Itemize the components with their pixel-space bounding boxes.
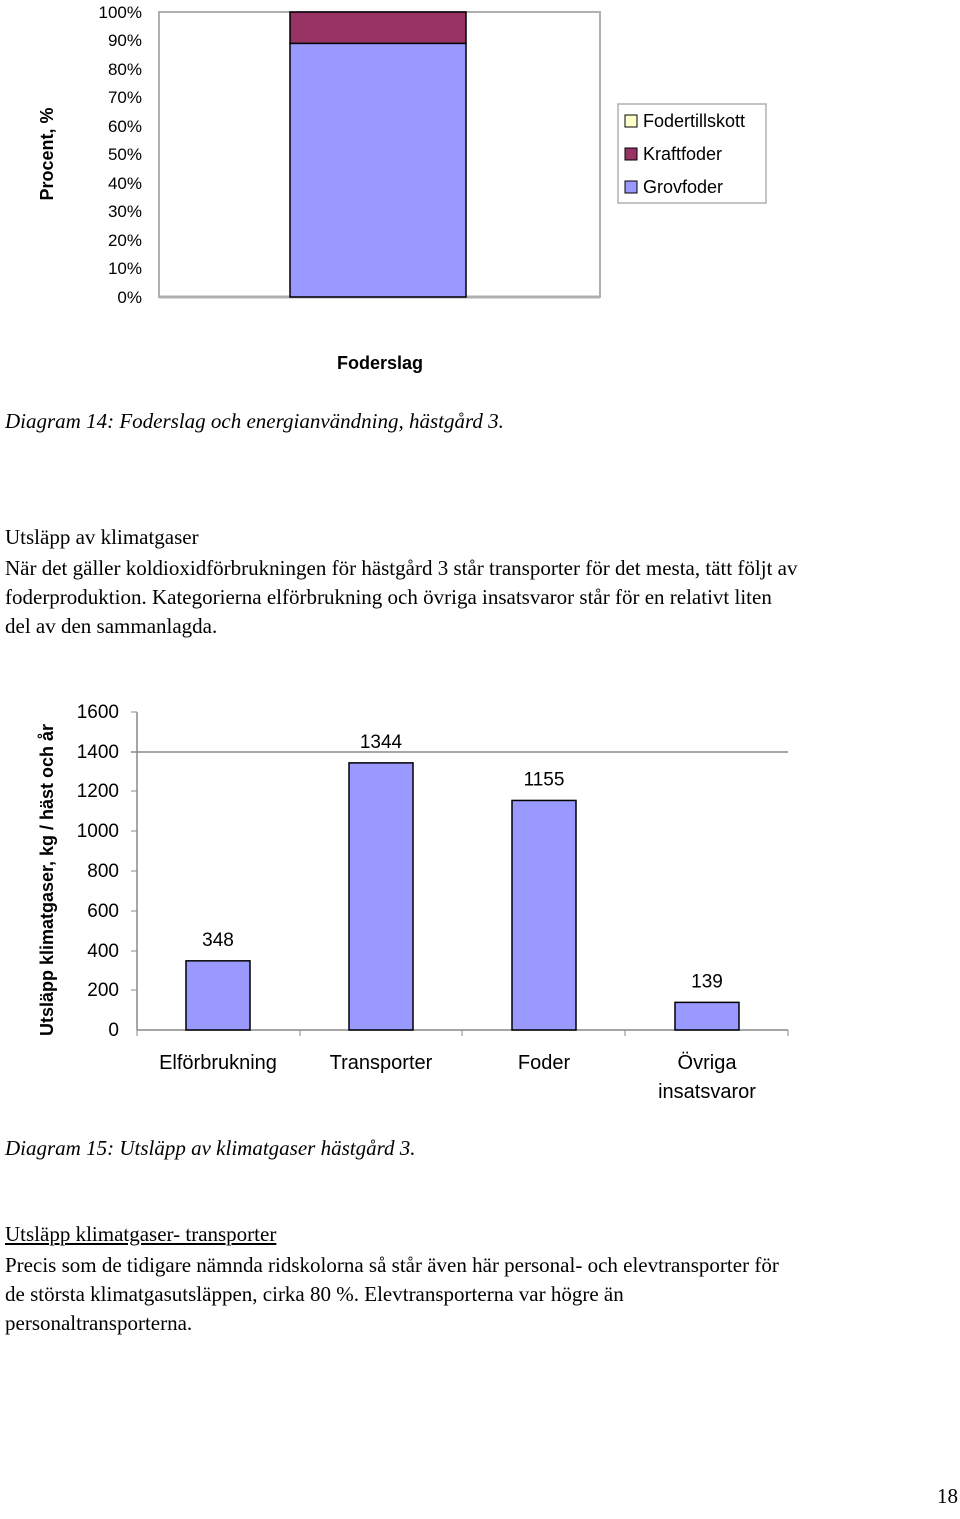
section-heading-climate-gases: Utsläpp av klimatgaser xyxy=(5,525,199,549)
ytick-label: 40% xyxy=(108,174,142,193)
ytick-label: 1400 xyxy=(77,742,119,763)
chart1-legend: Fodertillskott Kraftfoder Grovfoder xyxy=(617,103,767,204)
legend-swatch-fodertillskott xyxy=(624,114,638,128)
value-label: 1155 xyxy=(524,769,565,790)
chart1-bars xyxy=(289,11,467,298)
bar xyxy=(185,960,251,1031)
value-label: 1344 xyxy=(360,732,403,753)
ytick-label: 70% xyxy=(108,88,142,107)
chart2-yticks: 1600 1400 1200 1000 800 600 400 200 0 xyxy=(77,702,119,1041)
ytick-label: 50% xyxy=(108,145,142,164)
paragraph-line: del av den sammanlagda. xyxy=(5,614,218,638)
legend-label-fodertillskott: Fodertillskott xyxy=(643,111,745,131)
ytick-label: 60% xyxy=(108,117,142,136)
ytick-label: 80% xyxy=(108,60,142,79)
chart2-ylabel: Utsläpp klimatgaser, kg / häst och år xyxy=(37,724,57,1036)
value-label: 348 xyxy=(202,930,234,951)
section-heading-transport: Utsläpp klimatgaser- transporter xyxy=(5,1222,277,1246)
chart2-bars xyxy=(185,762,740,1031)
legend-box xyxy=(617,103,767,204)
category-label: insatsvaror xyxy=(658,1081,756,1103)
category-label: Transporter xyxy=(330,1052,433,1074)
chart2-value-labels: 348 1344 1155 139 xyxy=(202,732,723,992)
category-label: Övriga xyxy=(678,1052,738,1074)
ytick-label: 600 xyxy=(87,901,119,922)
chart-feed-type: Procent, % 100% 90% 80% 70% 60% 50% 40% … xyxy=(37,3,767,373)
legend-label-kraftfoder: Kraftfoder xyxy=(643,144,722,164)
paragraph-line: När det gäller koldioxidförbrukningen fö… xyxy=(5,556,798,580)
paragraph-line: foderproduktion. Kategorierna elförbrukn… xyxy=(5,585,772,609)
paragraph-line: Precis som de tidigare nämnda ridskolorn… xyxy=(5,1253,779,1277)
section-paragraph-transport: Precis som de tidigare nämnda ridskolorn… xyxy=(5,1251,960,1338)
bar xyxy=(348,762,414,1031)
diagram-14-caption: Diagram 14: Foderslag och energianvändni… xyxy=(5,409,504,433)
ytick-label: 400 xyxy=(87,941,119,962)
bar-segment-kraftfoder xyxy=(289,11,467,45)
section-paragraph-climate-gases: När det gäller koldioxidförbrukningen fö… xyxy=(5,554,960,641)
chart1-ylabel: Procent, % xyxy=(37,107,57,200)
diagram-15-caption: Diagram 15: Utsläpp av klimatgaser hästg… xyxy=(5,1136,416,1160)
category-label: Foder xyxy=(518,1052,571,1074)
legend-swatch-kraftfoder xyxy=(624,147,638,161)
ytick-label: 1000 xyxy=(77,821,119,842)
ytick-label: 100% xyxy=(99,3,142,22)
chart2-category-labels: Elförbrukning Transporter Foder Övriga i… xyxy=(159,1052,756,1103)
ytick-label: 10% xyxy=(108,259,142,278)
chart-emissions: Utsläpp klimatgaser, kg / häst och år 16… xyxy=(37,702,789,1103)
ytick-label: 30% xyxy=(108,202,142,221)
ytick-label: 200 xyxy=(87,980,119,1001)
ytick-label: 1600 xyxy=(77,702,119,723)
page-number: 18 xyxy=(937,1484,958,1508)
legend-label-grovfoder: Grovfoder xyxy=(643,177,723,197)
ytick-label: 1200 xyxy=(77,781,119,802)
chart1-yticks: 100% 90% 80% 70% 60% 50% 40% 30% 20% 10%… xyxy=(99,3,142,307)
category-label: Elförbrukning xyxy=(159,1052,277,1074)
ytick-label: 20% xyxy=(108,231,142,250)
value-label: 139 xyxy=(691,971,723,992)
legend-swatch-grovfoder xyxy=(624,180,638,194)
bar-segment-grovfoder xyxy=(289,42,467,298)
paragraph-line: personaltransporterna. xyxy=(5,1311,193,1335)
ytick-label: 0 xyxy=(108,1020,119,1041)
ytick-label: 90% xyxy=(108,31,142,50)
ytick-label: 0% xyxy=(117,288,142,307)
ytick-label: 800 xyxy=(87,861,119,882)
chart1-xlabel: Foderslag xyxy=(337,353,423,373)
bar xyxy=(674,1001,740,1031)
bar xyxy=(511,799,577,1031)
paragraph-line: de största klimatgasutsläppen, cirka 80 … xyxy=(5,1282,624,1306)
